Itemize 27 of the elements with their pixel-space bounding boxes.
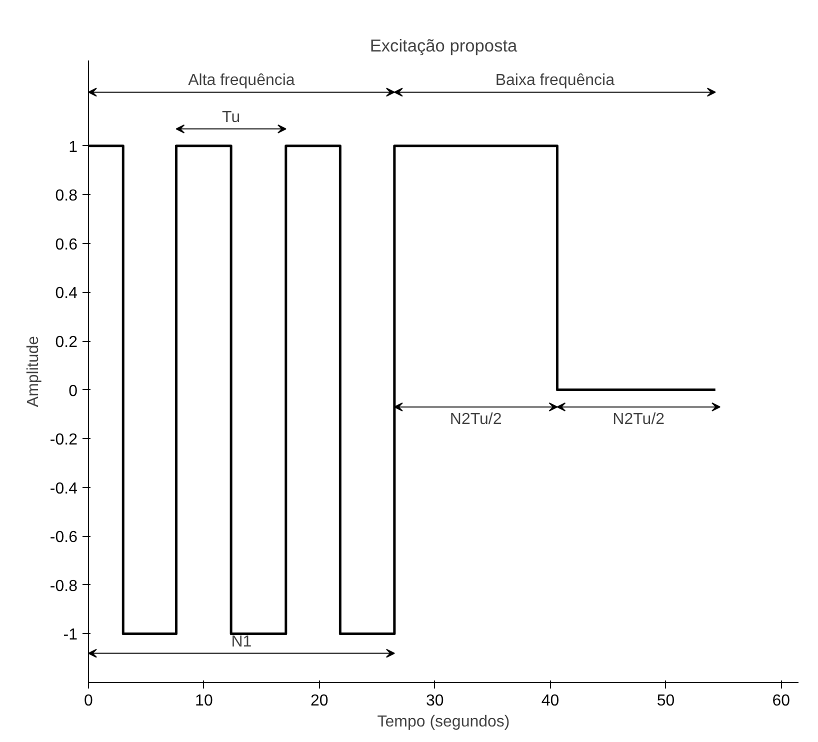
y-tick-label: -0.8 [50,578,78,595]
y-tick-label: 1 [68,138,78,156]
y-tick-label: -0.6 [50,529,78,546]
annotation: N2Tu/2 [612,410,665,428]
y-tick-label: 0.4 [55,285,78,302]
y-tick-label: 0 [68,382,78,400]
y-tick-label: -1 [63,626,78,644]
annotation: Alta frequência [188,72,295,90]
x-tick-label: 20 [310,692,328,710]
chart-title: Excitação proposta [370,36,518,56]
x-tick-label: 60 [772,692,790,710]
x-axis-title: Tempo (segundos) [377,714,510,730]
y-tick-label: -0.4 [50,480,78,498]
x-tick-label: 50 [656,692,675,710]
x-tick-label: 0 [84,692,94,710]
y-tick-label: 0.2 [55,334,78,352]
y-tick-label: 0.6 [55,236,78,254]
x-tick-label: 40 [541,692,560,710]
y-tick-label: -0.2 [50,432,78,449]
annotation: Baixa frequência [495,72,615,90]
y-axis-title: Amplitude [24,336,42,408]
annotation: Tu [222,108,240,126]
annotation: N2Tu/2 [450,410,502,428]
x-tick-label: 10 [195,692,213,710]
x-tick-label: 30 [426,692,444,710]
y-tick-label: 0.8 [55,188,78,205]
annotation: N1 [231,633,252,650]
